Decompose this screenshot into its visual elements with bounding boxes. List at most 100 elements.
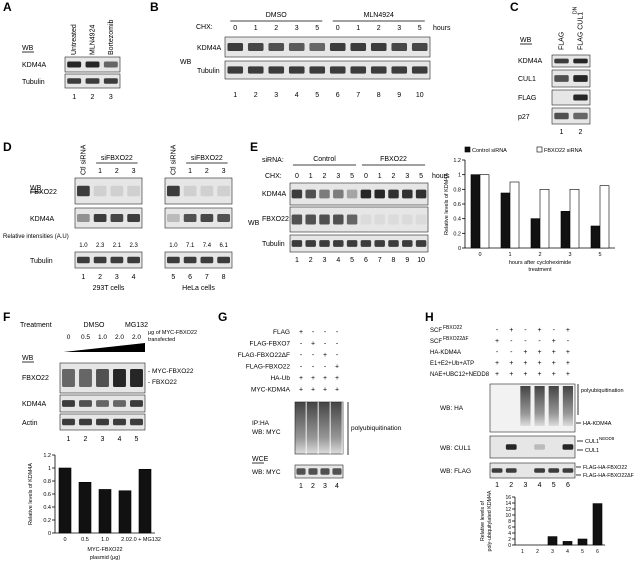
band <box>288 66 305 74</box>
band <box>360 240 372 247</box>
label: 2.0 <box>132 334 141 341</box>
smear <box>562 386 573 426</box>
band <box>130 369 143 387</box>
band <box>415 214 427 225</box>
bar <box>470 174 481 249</box>
band <box>350 66 367 74</box>
label: KDM4A <box>22 401 46 408</box>
label: 2.0 <box>115 334 124 341</box>
label: CUL1 <box>585 439 599 445</box>
band <box>183 256 197 264</box>
bar <box>539 189 550 249</box>
band <box>67 61 82 68</box>
sign: + <box>335 375 339 382</box>
y-axis-label: Relative levels of KDM4A <box>444 173 450 235</box>
bar <box>118 490 132 534</box>
label: 3 <box>222 168 226 175</box>
wedge <box>63 343 145 352</box>
label: 3 <box>132 168 136 175</box>
y-tick-label: 0.2 <box>453 231 461 237</box>
label: FBXO22 <box>380 156 407 163</box>
blot <box>74 207 143 229</box>
band <box>333 214 344 225</box>
sign: + <box>335 364 339 371</box>
sign: + <box>552 349 556 356</box>
smear <box>548 386 559 426</box>
label: 3 <box>405 173 409 180</box>
lane-number: 2 <box>509 482 513 489</box>
y-axis-label: Relative levels of <box>480 500 486 541</box>
band <box>200 256 214 264</box>
band <box>167 185 180 197</box>
x-tick-label: 5 <box>581 549 584 555</box>
band <box>183 214 197 222</box>
lane-number: 9 <box>405 257 409 264</box>
label: - FBXO22 <box>148 379 177 386</box>
lane-number: 4 <box>118 436 122 443</box>
band <box>291 240 303 247</box>
band <box>79 400 92 407</box>
label: 1 <box>356 25 360 32</box>
band <box>374 240 385 247</box>
sign: + <box>495 338 499 345</box>
sign: - <box>324 329 327 336</box>
band <box>319 240 330 247</box>
label: 1.0 <box>98 334 107 341</box>
wb-label: WB <box>30 185 42 192</box>
y-tick-label: 1 <box>48 466 51 472</box>
label: 1 <box>188 168 192 175</box>
blot <box>224 36 431 58</box>
label: CHX: <box>196 24 213 31</box>
x-tick-label: 2 <box>538 252 541 258</box>
band <box>67 78 82 84</box>
band <box>415 240 427 247</box>
sign: + <box>538 360 542 367</box>
blot <box>551 69 591 88</box>
label: HA-KDM4A <box>583 421 612 427</box>
y-tick-label: 10 <box>505 513 511 519</box>
lane-number: 3 <box>109 94 113 101</box>
band <box>309 66 326 74</box>
label: FLAG <box>559 32 566 50</box>
label: 0 <box>295 173 299 180</box>
y-tick-label: 1.2 <box>453 158 461 164</box>
blot <box>164 251 233 269</box>
label: WB: MYC <box>252 469 281 476</box>
band <box>520 468 531 473</box>
x-tick-label: 2 <box>536 549 539 555</box>
label: 0 <box>364 173 368 180</box>
lane-number: 1 <box>67 436 71 443</box>
lane-number: 6 <box>336 92 340 99</box>
blot <box>489 383 576 433</box>
bar <box>78 481 92 534</box>
label: CUL1 <box>518 76 536 83</box>
sign: - <box>324 364 327 371</box>
band <box>333 189 344 199</box>
band <box>309 43 326 51</box>
wb-label: WB <box>248 220 260 227</box>
label: 2 <box>205 168 209 175</box>
blot <box>289 182 429 206</box>
lane-number: 6 <box>188 274 192 281</box>
lane-number: 1 <box>295 257 299 264</box>
x-axis-label: treatment <box>528 267 552 273</box>
label: polyubiquitination <box>351 425 402 432</box>
band <box>388 189 399 199</box>
band <box>291 214 303 225</box>
band <box>227 43 244 51</box>
band <box>388 240 399 247</box>
bar <box>560 211 571 249</box>
sign: + <box>538 327 542 334</box>
band <box>62 418 75 426</box>
wb-label: WB <box>22 355 34 362</box>
x-axis-label: hours after cycloheximide <box>509 260 571 266</box>
y-tick-label: 0.2 <box>43 518 51 524</box>
lane-number: 5 <box>135 436 139 443</box>
bar <box>530 218 541 249</box>
bar <box>138 468 152 534</box>
bar <box>590 225 601 249</box>
bar <box>509 181 520 249</box>
x-axis-label: plasmid (μg) <box>90 555 121 561</box>
band <box>268 66 285 74</box>
y-tick-label: 1.2 <box>43 453 51 459</box>
